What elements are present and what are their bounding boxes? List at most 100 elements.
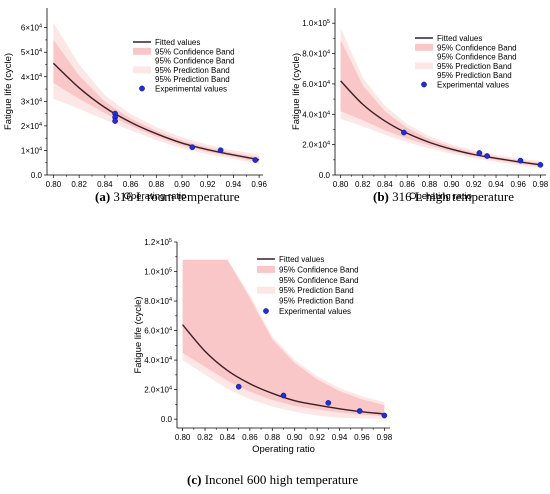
- legend-swatch-experimental: [139, 85, 145, 92]
- experimental-point: [484, 153, 490, 159]
- y-tick-label: 0.0: [31, 171, 43, 180]
- legend-entry: 95% Confidence Band: [279, 265, 359, 274]
- experimental-point: [356, 408, 363, 414]
- x-tick-label: 0.80: [175, 433, 191, 442]
- x-tick-label: 0.82: [197, 433, 213, 442]
- x-axis-label: Operating ratio: [409, 191, 472, 202]
- x-tick-label: 0.98: [533, 180, 549, 189]
- x-tick-label: 0.86: [242, 433, 258, 442]
- x-tick-label: 0.94: [488, 180, 504, 189]
- y-tick-label: 2×104: [21, 122, 42, 131]
- legend-swatch-prediction: [257, 286, 275, 294]
- legend-swatch-confidence: [415, 43, 433, 51]
- x-tick-label: 0.84: [377, 180, 393, 189]
- x-tick-label: 0.88: [422, 180, 438, 189]
- figure-caption: (c) Inconel 600 high temperature: [187, 472, 358, 487]
- experimental-point: [476, 150, 483, 156]
- legend-entry: 95% Prediction Band: [155, 66, 230, 75]
- y-tick-label: 4.0×104: [302, 110, 330, 119]
- x-tick-label: 0.92: [309, 433, 325, 442]
- y-tick-label: 8.0×104: [144, 297, 172, 306]
- x-tick-label: 0.94: [332, 433, 348, 442]
- experimental-point: [537, 161, 544, 168]
- legend-entry: Experimental values: [279, 307, 351, 316]
- legend-entry: 95% Confidence Band: [279, 276, 359, 285]
- experimental-point: [381, 412, 388, 419]
- legend-entry: 95% Prediction Band: [279, 286, 354, 295]
- y-tick-label: 2.0×104: [302, 141, 330, 150]
- x-tick-label: 0.86: [399, 180, 415, 189]
- x-tick-label: 0.84: [220, 433, 236, 442]
- experimental-point: [189, 144, 196, 151]
- legend-entry: 95% Prediction Band: [437, 62, 512, 71]
- x-tick-label: 0.80: [333, 180, 349, 189]
- y-tick-label: 1×104: [21, 146, 42, 155]
- confidence-band: [53, 39, 260, 163]
- plot-area: [52, 22, 260, 165]
- x-tick-label: 0.86: [123, 180, 139, 189]
- y-tick-label: 5×104: [21, 48, 42, 57]
- x-tick-label: 0.90: [174, 180, 190, 189]
- confidence-band: [182, 259, 385, 417]
- experimental-point: [235, 383, 242, 390]
- legend-entry: Experimental values: [155, 85, 227, 94]
- y-tick-label: 3×104: [21, 97, 42, 106]
- experimental-point: [325, 400, 332, 406]
- x-tick-label: 0.96: [354, 433, 370, 442]
- chart-1: 0.80 0.82 0.84 0.86 0.88 0.90 0.92 0.94 0.96 0.0 1…: [3, 8, 267, 204]
- legend-entry: 95% Confidence Band: [155, 47, 235, 56]
- y-tick-label: 6.0×104: [144, 327, 172, 336]
- legend-swatch-confidence: [257, 265, 275, 273]
- figure-caption: (b) 316 L high temperature: [373, 189, 514, 204]
- legend-entry: Fitted values: [437, 34, 482, 43]
- y-axis-label: Fatigue life (cycle): [133, 296, 144, 373]
- x-tick-label: 0.90: [444, 180, 460, 189]
- plot-area: [340, 27, 541, 169]
- legend-swatch-experimental: [263, 308, 269, 314]
- legend-swatch-prediction: [415, 62, 433, 70]
- x-tick-label: 0.84: [97, 180, 113, 189]
- x-tick-label: 0.82: [355, 180, 371, 189]
- x-axis-label: Operating ratio: [124, 191, 187, 202]
- y-tick-label: 6.0×104: [302, 80, 330, 89]
- fitted-line: [340, 80, 541, 166]
- experimental-point: [517, 157, 524, 164]
- prediction-band: [340, 27, 541, 169]
- y-tick-label: 1.0×105: [144, 268, 172, 277]
- experimental-point: [280, 392, 287, 399]
- x-tick-label: 0.96: [251, 180, 267, 189]
- experimental-point: [217, 147, 224, 154]
- figure-caption: (a) 316 L room temperature: [95, 189, 240, 204]
- x-axis-label: Operating ratio: [252, 444, 315, 455]
- x-tick-label: 0.80: [46, 180, 62, 189]
- x-tick-label: 0.92: [466, 180, 482, 189]
- y-tick-label: 6×104: [21, 24, 42, 33]
- legend-entry: Fitted values: [279, 255, 324, 264]
- chart-2: 0.80 0.82 0.84 0.86 0.88 0.90 0.92 0.94 0.96 0.98…: [291, 8, 549, 204]
- legend-entry: 95% Confidence Band: [437, 53, 517, 62]
- legend-entry: 95% Confidence Band: [437, 43, 517, 52]
- legend-swatch-prediction: [133, 66, 151, 74]
- y-axis-label: Fatigue life (cycle): [3, 53, 14, 130]
- legend-entry: Fitted values: [155, 38, 200, 47]
- y-tick-label: 0.0: [319, 171, 331, 180]
- x-tick-label: 0.94: [226, 180, 242, 189]
- x-tick-label: 0.88: [148, 180, 164, 189]
- x-tick-label: 0.82: [71, 180, 87, 189]
- x-tick-label: 0.92: [200, 180, 216, 189]
- x-tick-label: 0.96: [510, 180, 526, 189]
- y-tick-label: 1.2×105: [144, 238, 172, 247]
- y-axis-label: Fatigue life (cycle): [291, 53, 302, 130]
- legend-swatch-confidence: [133, 47, 151, 55]
- legend-entry: 95% Confidence Band: [155, 57, 235, 66]
- fitted-line: [52, 62, 260, 161]
- x-tick-label: 0.98: [377, 433, 393, 442]
- chart-3: 0.80 0.82 0.84 0.86 0.88 0.90 0.92 0.94 0.96 0.98…: [133, 238, 393, 487]
- legend-swatch-experimental: [421, 81, 427, 88]
- legend-entry: 95% Prediction Band: [279, 297, 354, 306]
- x-tick-label: 0.88: [265, 433, 281, 442]
- y-tick-label: 8.0×104: [302, 50, 330, 59]
